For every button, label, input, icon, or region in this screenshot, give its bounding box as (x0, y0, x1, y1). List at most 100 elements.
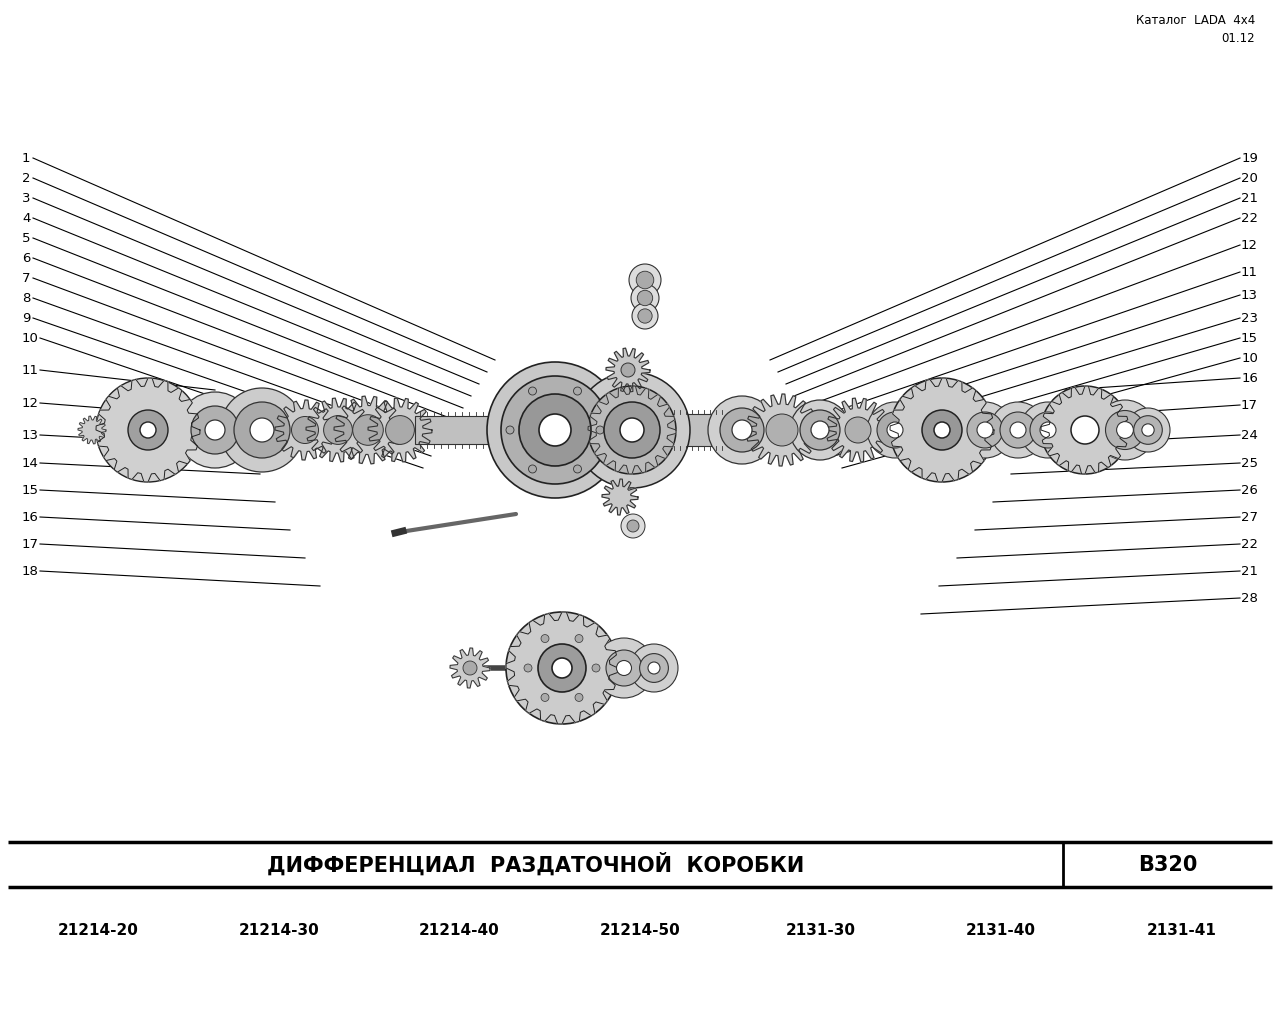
Circle shape (110, 392, 186, 468)
Text: 3: 3 (22, 192, 31, 204)
Circle shape (621, 514, 645, 538)
Text: 12: 12 (1242, 239, 1258, 251)
Circle shape (1116, 422, 1133, 438)
Circle shape (1020, 402, 1076, 458)
Circle shape (541, 635, 549, 642)
Circle shape (648, 662, 660, 674)
Circle shape (292, 417, 319, 443)
Circle shape (1126, 408, 1170, 452)
Polygon shape (602, 479, 637, 515)
Text: ДИФФЕРЕНЦИАЛ  РАЗДАТОЧНОЙ  КОРОБКИ: ДИФФЕРЕНЦИАЛ РАЗДАТОЧНОЙ КОРОБКИ (266, 853, 804, 876)
Text: 01.12: 01.12 (1221, 32, 1254, 45)
Circle shape (506, 426, 515, 434)
Text: 10: 10 (22, 332, 38, 344)
Text: 1: 1 (22, 151, 31, 164)
Text: 25: 25 (1242, 456, 1258, 470)
Text: 17: 17 (1242, 398, 1258, 411)
Text: 21214-40: 21214-40 (419, 923, 499, 937)
Circle shape (591, 664, 600, 672)
Polygon shape (334, 396, 402, 464)
Text: 21214-50: 21214-50 (599, 923, 681, 937)
Text: 16: 16 (1242, 372, 1258, 385)
Text: 5: 5 (22, 232, 31, 244)
Circle shape (640, 653, 668, 682)
Polygon shape (826, 398, 890, 461)
Polygon shape (78, 417, 106, 444)
Circle shape (518, 394, 591, 466)
Text: 28: 28 (1242, 591, 1258, 604)
Circle shape (573, 372, 690, 488)
Circle shape (486, 362, 623, 498)
Circle shape (604, 402, 660, 458)
Text: 14: 14 (22, 456, 38, 470)
Circle shape (800, 410, 840, 450)
Circle shape (877, 412, 913, 448)
Polygon shape (451, 648, 490, 688)
Text: 27: 27 (1242, 510, 1258, 524)
Text: 26: 26 (1242, 484, 1258, 496)
Text: 22: 22 (1242, 211, 1258, 225)
Circle shape (588, 386, 676, 474)
Circle shape (506, 612, 618, 724)
Circle shape (957, 402, 1012, 458)
Text: 2131-30: 2131-30 (786, 923, 855, 937)
Circle shape (96, 378, 200, 482)
Text: 22: 22 (1242, 537, 1258, 550)
Circle shape (1030, 412, 1066, 448)
Text: 9: 9 (22, 311, 31, 325)
Circle shape (732, 420, 753, 440)
Text: 2131-41: 2131-41 (1147, 923, 1217, 937)
Text: 13: 13 (22, 429, 38, 441)
Circle shape (617, 661, 631, 676)
Circle shape (1106, 410, 1144, 449)
Text: 2: 2 (22, 172, 31, 185)
Circle shape (890, 378, 995, 482)
Polygon shape (1041, 386, 1129, 474)
Text: 24: 24 (1242, 429, 1258, 441)
Polygon shape (96, 378, 200, 482)
Text: 2131-40: 2131-40 (966, 923, 1036, 937)
Circle shape (573, 387, 581, 395)
Text: 21: 21 (1242, 192, 1258, 204)
Circle shape (966, 412, 1004, 448)
Circle shape (191, 406, 239, 454)
Circle shape (812, 421, 829, 439)
Circle shape (250, 418, 274, 442)
Circle shape (637, 290, 653, 305)
Text: 19: 19 (1242, 151, 1258, 164)
Bar (669, 414, 730, 446)
Text: 21: 21 (1242, 565, 1258, 578)
Circle shape (631, 284, 659, 312)
Circle shape (539, 414, 571, 446)
Text: 10: 10 (1242, 351, 1258, 364)
Circle shape (867, 402, 923, 458)
Circle shape (573, 465, 581, 473)
Circle shape (463, 661, 477, 675)
Circle shape (353, 415, 383, 445)
Circle shape (621, 363, 635, 377)
Circle shape (887, 422, 902, 438)
Circle shape (529, 465, 536, 473)
Text: 15: 15 (22, 484, 38, 496)
Text: 20: 20 (1242, 172, 1258, 185)
Circle shape (1000, 412, 1036, 448)
Circle shape (552, 658, 572, 678)
Circle shape (1039, 422, 1056, 438)
Circle shape (177, 392, 253, 468)
Circle shape (324, 416, 352, 444)
Circle shape (538, 644, 586, 692)
Polygon shape (890, 378, 995, 482)
Circle shape (632, 303, 658, 329)
Circle shape (220, 388, 305, 472)
Circle shape (520, 626, 604, 710)
Circle shape (1041, 386, 1129, 474)
Text: 13: 13 (1242, 289, 1258, 301)
Circle shape (1053, 398, 1117, 461)
Circle shape (922, 410, 963, 450)
Circle shape (385, 416, 415, 444)
Circle shape (140, 422, 156, 438)
Text: 12: 12 (22, 396, 38, 409)
Text: 21214-20: 21214-20 (58, 923, 138, 937)
Polygon shape (275, 400, 335, 460)
Circle shape (904, 392, 980, 468)
